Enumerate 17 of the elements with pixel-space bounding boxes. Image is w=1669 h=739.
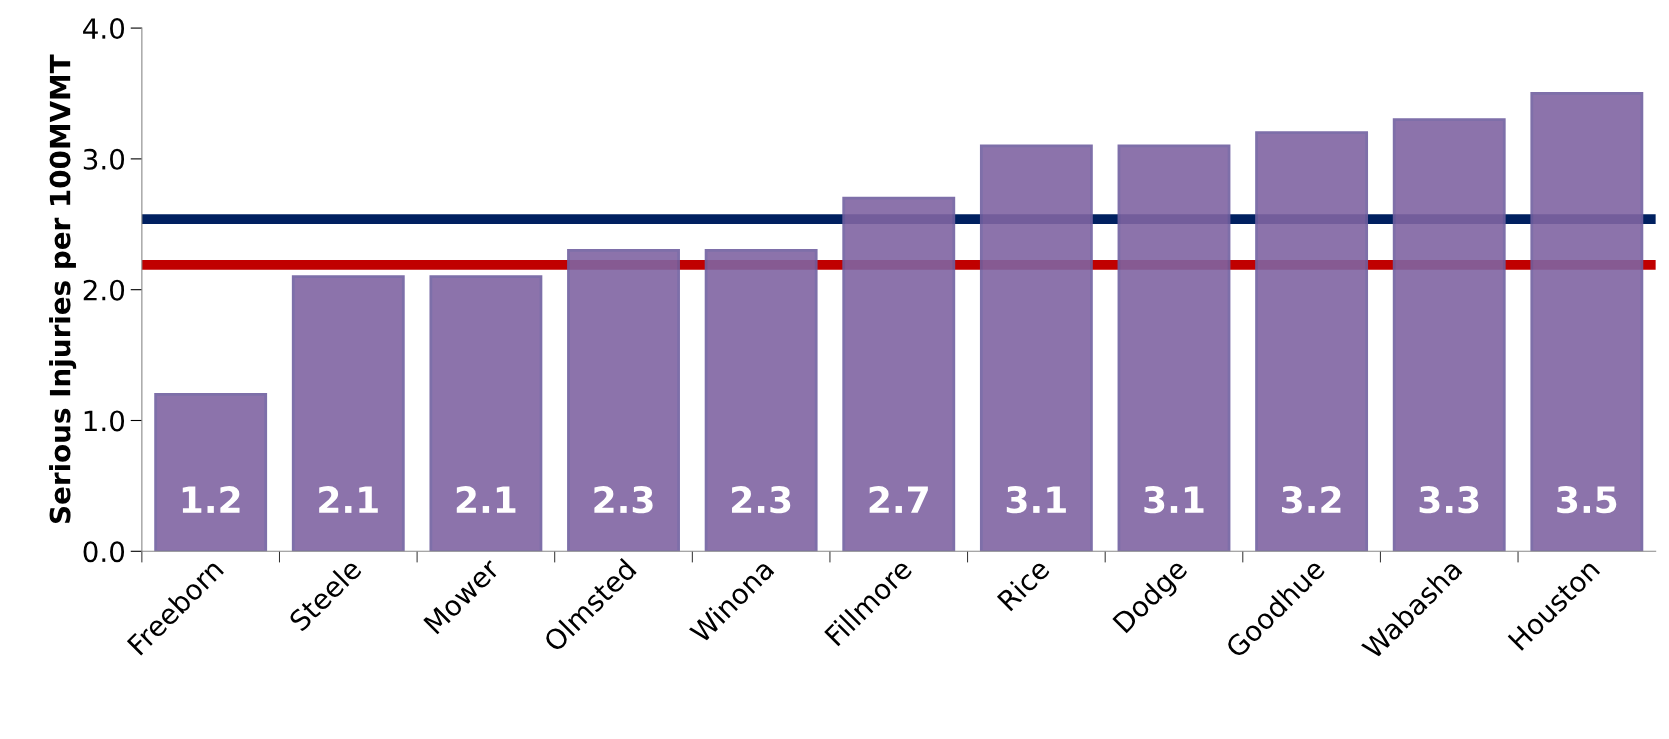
y-tick-label: 3.0 — [83, 148, 125, 170]
data-label: 2.1 — [456, 486, 516, 513]
data-label: 2.1 — [319, 486, 378, 513]
y-tick-label: 1.0 — [84, 410, 125, 432]
data-label: 3.3 — [1419, 486, 1479, 514]
y-tick-label: 0.0 — [83, 541, 125, 563]
data-label: 3.1 — [1006, 486, 1066, 514]
data-label: 3.1 — [1144, 486, 1204, 514]
data-label: 3.5 — [1557, 486, 1617, 514]
data-label: 2.7 — [869, 486, 928, 513]
y-tick-label: 4.0 — [83, 18, 125, 40]
data-label: 3.2 — [1282, 486, 1341, 514]
data-label: 1.2 — [182, 486, 240, 513]
y-axis-title: Serious Injuries per 100MVMT — [49, 54, 77, 523]
data-label: 2.3 — [594, 486, 653, 514]
y-tick-label: 2.0 — [83, 279, 125, 301]
data-label: 2.3 — [732, 486, 791, 514]
